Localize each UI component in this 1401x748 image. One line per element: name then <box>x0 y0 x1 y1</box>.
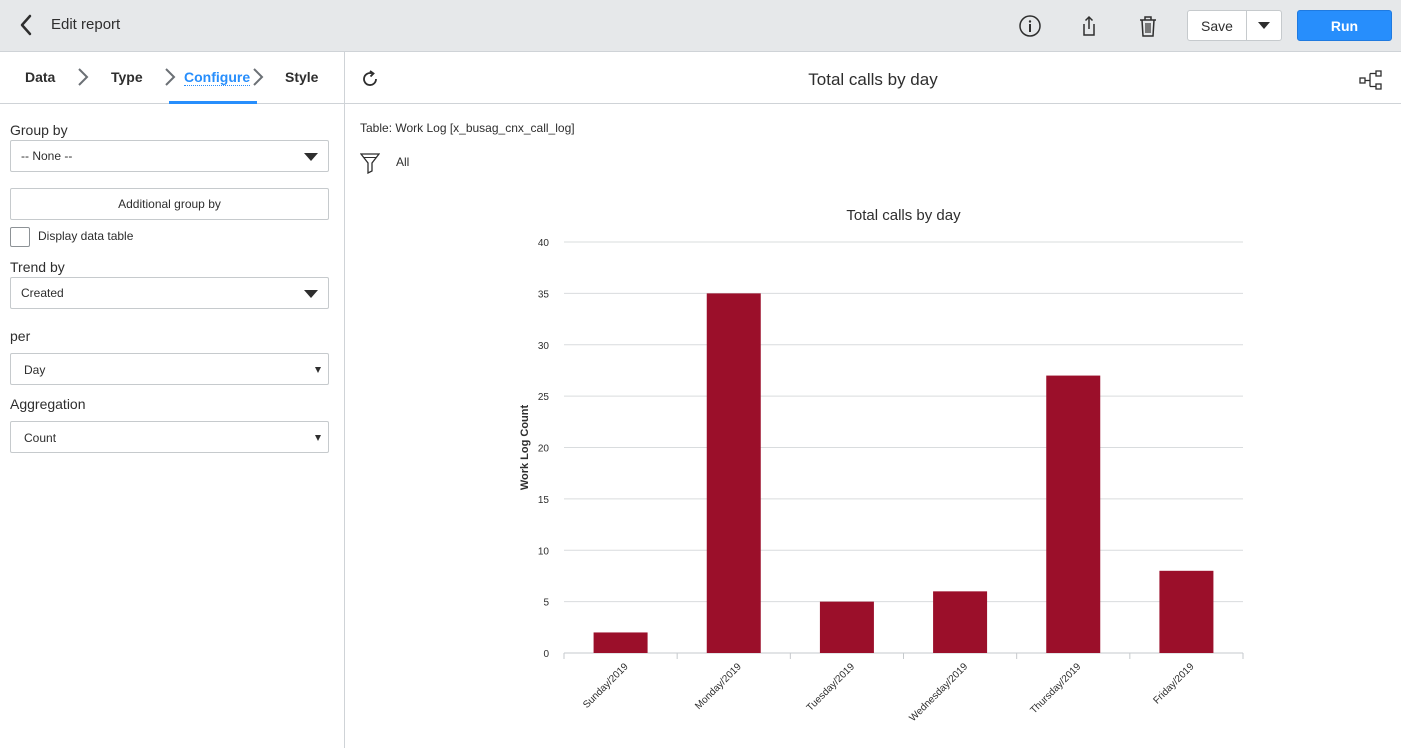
y-tick-label: 5 <box>543 598 549 609</box>
x-tick-label: Sunday/2019 <box>581 661 631 711</box>
active-step-indicator <box>169 101 257 104</box>
display-data-table-label: Display data table <box>38 229 134 243</box>
chevron-right-icon <box>165 68 176 86</box>
aggregation-select[interactable]: Count <box>10 421 329 453</box>
chart-title: Total calls by day <box>846 207 961 224</box>
caret-down-icon <box>315 435 321 441</box>
bar <box>706 293 761 653</box>
report-title: Total calls by day <box>808 70 938 89</box>
group-by-select[interactable]: -- None -- <box>10 140 329 172</box>
group-by-value: -- None -- <box>21 149 73 163</box>
top-bar: Edit report Save Run <box>0 0 1401 52</box>
x-tick-label: Thursday/2019 <box>1028 661 1083 716</box>
per-label: per <box>10 328 31 344</box>
x-tick-label: Tuesday/2019 <box>805 661 858 714</box>
trend-by-select[interactable]: Created <box>10 277 329 309</box>
report-preview: Total calls by day Table: Work Log [x_bu… <box>345 52 1401 748</box>
step-type[interactable]: Type <box>111 69 143 85</box>
y-tick-label: 35 <box>538 289 550 300</box>
caret-down-icon <box>304 153 318 161</box>
wizard-steps: Data Type Configure Style <box>0 52 344 104</box>
y-axis-label: Work Log Count <box>519 404 531 490</box>
chevron-right-icon <box>78 68 89 86</box>
y-tick-label: 15 <box>538 495 550 506</box>
trash-icon[interactable] <box>1135 13 1161 39</box>
y-tick-label: 40 <box>538 238 550 249</box>
bar <box>819 601 874 653</box>
save-options-button[interactable] <box>1247 11 1281 40</box>
caret-down-icon <box>304 290 318 298</box>
display-data-table-checkbox[interactable] <box>10 227 30 247</box>
share-icon[interactable] <box>1076 13 1102 39</box>
filter-icon[interactable] <box>360 152 380 174</box>
step-style[interactable]: Style <box>285 69 319 85</box>
x-tick-label: Friday/2019 <box>1151 661 1196 706</box>
report-header: Total calls by day <box>345 52 1401 104</box>
bar <box>593 632 648 653</box>
step-configure[interactable]: Configure <box>184 69 251 86</box>
aggregation-value: Count <box>24 431 57 445</box>
additional-group-by-button[interactable]: Additional group by <box>10 188 329 220</box>
hierarchy-icon[interactable] <box>1359 69 1383 91</box>
y-tick-label: 10 <box>538 546 550 557</box>
y-tick-label: 0 <box>543 649 549 660</box>
trend-by-label: Trend by <box>10 259 65 275</box>
chevron-right-icon <box>253 68 264 86</box>
filter-label: All <box>396 155 410 169</box>
config-panel: Data Type Configure Style Group by -- No… <box>0 52 345 748</box>
bar <box>1159 570 1214 653</box>
save-button-group: Save <box>1187 10 1282 41</box>
per-value: Day <box>24 363 46 377</box>
x-tick-label: Monday/2019 <box>693 661 744 712</box>
x-tick-label: Wednesday/2019 <box>908 661 971 724</box>
info-icon[interactable] <box>1017 13 1043 39</box>
aggregation-label: Aggregation <box>10 396 86 412</box>
caret-down-icon <box>1258 21 1270 29</box>
page-title: Edit report <box>51 16 121 33</box>
bar <box>933 591 988 653</box>
table-label: Table: Work Log [x_busag_cnx_call_log] <box>360 121 575 135</box>
y-tick-label: 25 <box>538 392 550 403</box>
refresh-icon[interactable] <box>360 69 380 89</box>
back-icon[interactable] <box>14 12 40 38</box>
trend-by-value: Created <box>21 286 64 300</box>
run-button[interactable]: Run <box>1297 10 1392 41</box>
group-by-label: Group by <box>10 122 68 138</box>
step-data[interactable]: Data <box>25 69 56 85</box>
y-tick-label: 30 <box>538 341 550 352</box>
caret-down-icon <box>315 367 321 373</box>
bar-chart: Total calls by day 0 5 10 15 20 25 30 35 40 Work L… <box>519 207 1244 724</box>
bar <box>1046 375 1101 653</box>
per-select[interactable]: Day <box>10 353 329 385</box>
save-button[interactable]: Save <box>1188 11 1247 40</box>
y-tick-label: 20 <box>538 444 550 455</box>
